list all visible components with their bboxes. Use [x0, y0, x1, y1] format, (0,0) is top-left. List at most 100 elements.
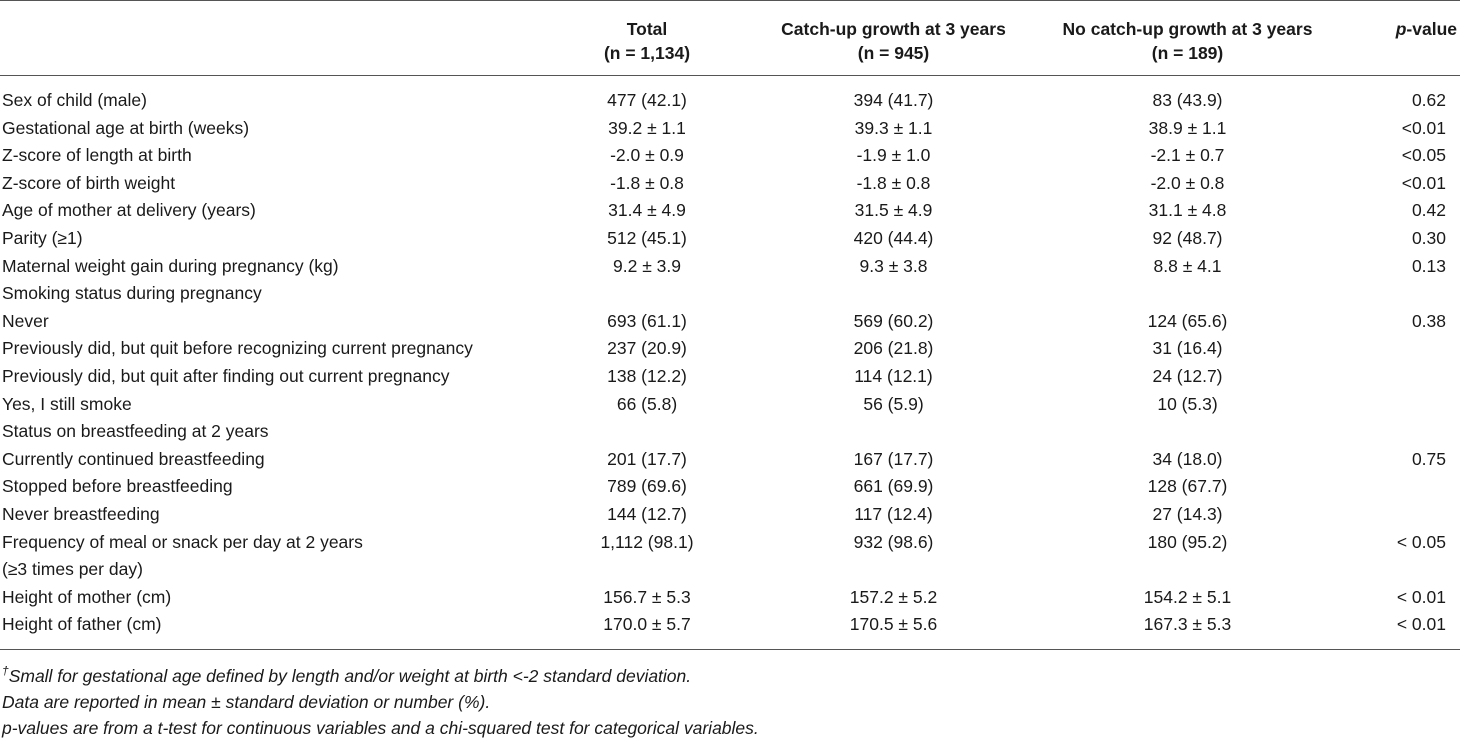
cell-catch-up: 9.3 ± 3.8 [859, 255, 928, 276]
cell-p-value: <0.05 [1401, 145, 1446, 166]
cell-total: 156.7 ± 5.3 [603, 586, 691, 607]
header-no-catch-up-n: (n = 189) [1151, 43, 1224, 63]
header-variable [0, 1, 538, 76]
characteristics-table: Total (n = 1,134) Catch-up growth at 3 y… [0, 0, 1460, 650]
cell-no-catch-up: -2.0 ± 0.8 [1150, 172, 1225, 193]
cell-p-value: 0.30 [1411, 227, 1446, 248]
cell-total: 39.2 ± 1.1 [608, 117, 686, 138]
cell-catch-up: 114 (12.1) [854, 365, 933, 386]
cell-catch-up: 39.3 ± 1.1 [854, 117, 933, 138]
table-row: Status on breastfeeding at 2 years [0, 418, 1460, 446]
cell-total: 201 (17.7) [607, 448, 687, 469]
table-row: Age of mother at delivery (years) 31.4 ± … [0, 197, 1460, 225]
cell-catch-up: 661 (69.9) [853, 476, 934, 497]
cell-p-value: < 0.01 [1396, 586, 1446, 607]
table-row: Z-score of length at birth -2.0 ± 0.9 -1.9… [0, 142, 1460, 170]
cell-variable-line1: Frequency of meal or snack per day at 2 … [2, 531, 363, 552]
cell-no-catch-up: 128 (67.7) [1147, 476, 1228, 497]
cell-variable: Sex of child (male) [2, 90, 147, 110]
table-row: Currently continued breastfeeding 201 (17… [0, 446, 1460, 474]
header-row: Total (n = 1,134) Catch-up growth at 3 y… [0, 1, 1460, 76]
cell-total: 144 (12.7) [607, 503, 687, 524]
cell-catch-up: -1.9 ± 1.0 [856, 145, 931, 166]
cell-p-value: <0.01 [1401, 117, 1446, 138]
cell-catch-up: 117 (12.4) [854, 503, 933, 524]
cell-p-value: < 0.05 [1396, 531, 1446, 552]
table-row: Never breastfeeding 144 (12.7) 117 (12.4) 2… [0, 501, 1460, 529]
cell-p-value [1344, 280, 1460, 308]
table-row: Smoking status during pregnancy [0, 280, 1460, 308]
cell-no-catch-up: 34 (18.0) [1152, 448, 1223, 469]
cell-catch-up: -1.8 ± 0.8 [856, 172, 931, 193]
cell-no-catch-up: 31 (16.4) [1152, 338, 1223, 359]
cell-variable: Height of mother (cm) [2, 586, 172, 607]
cell-variable: Never breastfeeding [2, 503, 160, 524]
cell-total: 477 (42.1) [607, 90, 687, 110]
table-row: Parity (≥1) 512 (45.1) 420 (44.4) 92 (48.7)… [0, 225, 1460, 253]
header-total-label: Total [626, 19, 668, 39]
cell-no-catch-up: 38.9 ± 1.1 [1148, 117, 1227, 138]
dagger-mark: † [2, 664, 9, 678]
cell-total: -1.8 ± 0.8 [610, 172, 684, 193]
cell-variable: Frequency of meal or snack per day at 2 … [0, 529, 538, 584]
cell-catch-up: 56 (5.9) [863, 393, 924, 414]
cell-total: 1,112 (98.1) [600, 531, 694, 552]
cell-p-value: <0.01 [1401, 172, 1446, 193]
cell-p-value: 0.62 [1411, 90, 1446, 110]
cell-total: 237 (20.9) [607, 338, 687, 359]
cell-p-value [1344, 363, 1460, 391]
cell-catch-up [756, 280, 1031, 308]
table-row: Gestational age at birth (weeks) 39.2 ± 1… [0, 115, 1460, 143]
cell-catch-up: 31.5 ± 4.9 [854, 200, 933, 221]
table-row: Previously did, but quit after finding o… [0, 363, 1460, 391]
cell-total: 66 (5.8) [616, 393, 678, 414]
cell-catch-up: 167 (17.7) [853, 448, 934, 469]
header-total: Total (n = 1,134) [538, 1, 756, 76]
cell-no-catch-up [1031, 280, 1344, 308]
table-row: Sex of child (male) 477 (42.1) 394 (41.7) 8… [0, 76, 1460, 115]
cell-no-catch-up: 83 (43.9) [1152, 90, 1223, 110]
cell-total [538, 280, 756, 308]
cell-catch-up: 170.5 ± 5.6 [756, 611, 1031, 650]
header-no-catch-up: No catch-up growth at 3 years (n = 189) [1031, 1, 1344, 76]
cell-no-catch-up: 31.1 ± 4.8 [1148, 200, 1227, 221]
footnote-p-values: p-values are from a t-test for continuou… [2, 718, 759, 738]
header-catch-up: Catch-up growth at 3 years (n = 945) [756, 1, 1031, 76]
table-row: Maternal weight gain during pregnancy (k… [0, 253, 1460, 281]
cell-total: 789 (69.6) [607, 476, 687, 497]
cell-p-value: 0.75 [1411, 448, 1446, 469]
cell-total: 138 (12.2) [607, 365, 687, 386]
cell-no-catch-up: 27 (14.3) [1152, 503, 1223, 524]
cell-p-value: 0.42 [1411, 200, 1446, 221]
header-no-catch-up-label: No catch-up growth at 3 years [1062, 19, 1313, 39]
cell-catch-up: 394 (41.7) [853, 90, 934, 110]
cell-variable: Parity (≥1) [2, 227, 83, 248]
cell-p-value: 0.13 [1411, 255, 1446, 276]
cell-variable: Stopped before breastfeeding [2, 476, 233, 497]
cell-catch-up: 569 (60.2) [853, 310, 934, 331]
cell-variable: Currently continued breastfeeding [2, 448, 265, 469]
cell-no-catch-up: 180 (95.2) [1147, 531, 1228, 552]
table-row: Height of mother (cm) 156.7 ± 5.3 157.2 ± … [0, 584, 1460, 612]
cell-variable: Smoking status during pregnancy [2, 283, 262, 304]
cell-no-catch-up: 10 (5.3) [1157, 393, 1218, 414]
cell-no-catch-up: 154.2 ± 5.1 [1143, 586, 1232, 607]
header-p-value: p-value [1344, 1, 1460, 76]
cell-total: 170.0 ± 5.7 [538, 611, 756, 650]
cell-variable: Gestational age at birth (weeks) [2, 117, 250, 138]
cell-total: -2.0 ± 0.9 [610, 145, 684, 166]
cell-variable: Z-score of birth weight [2, 172, 176, 193]
cell-variable: Status on breastfeeding at 2 years [2, 421, 269, 442]
header-p-rest: -value [1406, 19, 1457, 39]
cell-p-value: < 0.01 [1344, 611, 1460, 650]
cell-p-value [1344, 418, 1460, 446]
table-row: Z-score of birth weight -1.8 ± 0.8 -1.8 ± … [0, 170, 1460, 198]
table-row: Yes, I still smoke 66 (5.8) 56 (5.9) 10 (5.… [0, 391, 1460, 419]
cell-variable: Height of father (cm) [0, 611, 538, 650]
cell-no-catch-up: -2.1 ± 0.7 [1150, 145, 1225, 166]
cell-p-value [1344, 473, 1460, 501]
cell-no-catch-up: 92 (48.7) [1152, 227, 1223, 248]
cell-catch-up: 157.2 ± 5.2 [849, 586, 938, 607]
cell-variable: Yes, I still smoke [2, 393, 132, 414]
cell-no-catch-up: 167.3 ± 5.3 [1031, 611, 1344, 650]
